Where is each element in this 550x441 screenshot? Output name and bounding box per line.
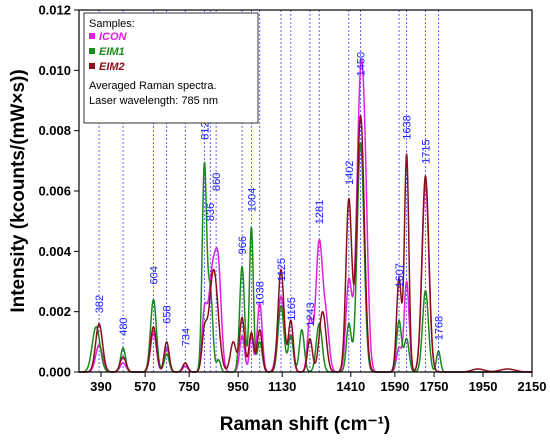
peak-label-1004: 1004: [246, 188, 258, 212]
axes: 390 570 750 950 1130 1410 1590 1750 1950 2150 0.00…: [38, 3, 546, 395]
peak-label-480: 480: [118, 317, 130, 335]
peak-label-1402: 1402: [344, 161, 356, 185]
peak-label-836: 836: [205, 203, 217, 221]
peak-label-1768: 1768: [434, 316, 446, 340]
legend-title: Samples:: [89, 18, 135, 30]
y-tick-label-0.008: 0.008: [38, 123, 71, 138]
peak-label-658: 658: [162, 305, 174, 323]
peak-label-1715: 1715: [421, 139, 433, 163]
legend-note-averaged: Averaged Raman spectra.: [89, 80, 217, 92]
x-tick-label-570: 570: [134, 379, 156, 394]
x-tick-label-1950: 1950: [469, 379, 498, 394]
x-tick-label-1410: 1410: [336, 379, 365, 394]
x-tick-label-750: 750: [178, 379, 200, 394]
peak-label-1038: 1038: [255, 281, 267, 305]
legend-box: [83, 12, 259, 124]
legend-note-laser: Laser wavelength: 785 nm: [89, 95, 218, 107]
peak-label-1450: 1450: [356, 52, 368, 76]
x-axis-title: Raman shift (cm⁻¹): [220, 414, 391, 435]
y-axis-title: Intensity (kcounts/(mW×s)): [8, 69, 29, 312]
peak-label-604: 604: [148, 266, 160, 284]
x-tick-label-390: 390: [90, 379, 112, 394]
legend-series-icon: ICON: [99, 31, 128, 43]
x-tick-label-1750: 1750: [420, 379, 449, 394]
peak-label-1165: 1165: [286, 297, 298, 321]
peak-label-812: 812: [199, 121, 211, 139]
peak-label-1243: 1243: [305, 302, 317, 326]
peak-label-382: 382: [94, 295, 106, 313]
peak-label-1281: 1281: [314, 200, 326, 224]
peak-label-966: 966: [237, 236, 249, 254]
legend-swatch-eim1: [89, 48, 95, 54]
peak-label-1607: 1607: [394, 263, 406, 287]
y-tick-label-0.000: 0.000: [38, 365, 71, 380]
legend-swatch-icon: [89, 33, 95, 39]
peak-label-1638: 1638: [402, 115, 414, 139]
legend-swatch-eim2: [89, 63, 95, 69]
x-tick-label-2150: 2150: [518, 379, 547, 394]
x-tick-label-1130: 1130: [268, 379, 296, 394]
peak-label-860: 860: [211, 173, 223, 191]
legend-series-eim2: EIM2: [99, 61, 125, 73]
series-line-eim1: [78, 142, 533, 373]
legend-series-eim1: EIM1: [99, 46, 125, 58]
y-tick-label-0.012: 0.012: [38, 3, 71, 18]
series-line-eim2: [78, 114, 533, 373]
peak-labels: 382 480 604 658 734 812 836 860 966 1004 1038 1125 1…: [94, 52, 445, 346]
peak-label-734: 734: [180, 328, 192, 346]
peak-label-1125: 1125: [276, 258, 288, 282]
x-tick-label-950: 950: [227, 379, 249, 394]
y-tick-label-0.010: 0.010: [38, 63, 71, 78]
y-tick-label-0.004: 0.004: [38, 244, 71, 259]
x-tick-label-1590: 1590: [380, 379, 409, 394]
y-tick-label-0.002: 0.002: [38, 304, 71, 319]
legend: Samples: ICON EIM1 EIM2 Averaged Raman s…: [83, 12, 259, 124]
y-tick-label-0.006: 0.006: [38, 184, 71, 199]
